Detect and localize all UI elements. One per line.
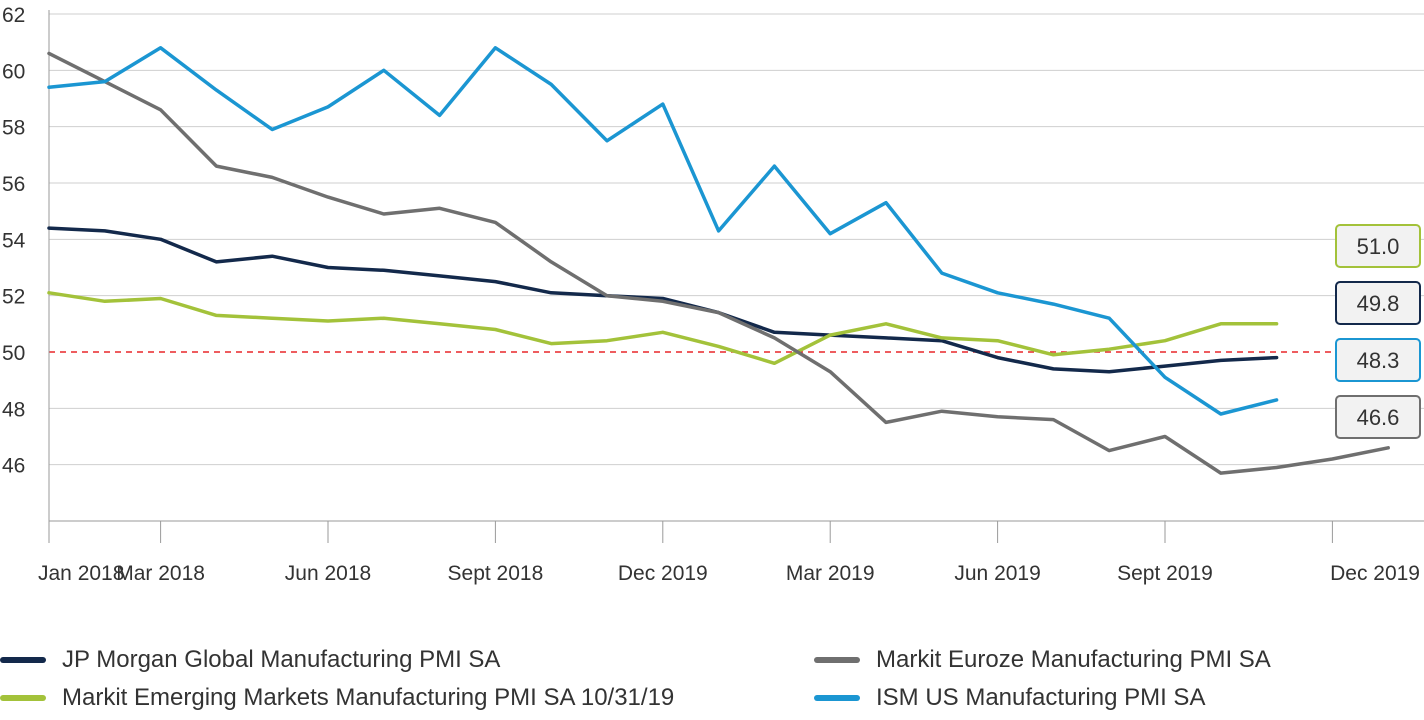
legend-item-ism-us: ISM US Manufacturing PMI SA	[814, 684, 1205, 712]
callout-2: 46.6	[1335, 395, 1421, 439]
x-tick-label: Jun 2018	[285, 562, 371, 585]
legend-swatch-ism-us	[814, 695, 860, 701]
y-tick-labels: 46 48 50 52 54 56 58 60 62	[2, 4, 26, 478]
y-tick-label: 52	[2, 286, 25, 309]
callout-box	[1335, 281, 1421, 325]
legend-swatch-jp-morgan	[0, 657, 46, 663]
legend-item-markit-euroze: Markit Euroze Manufacturing PMI SA	[814, 646, 1271, 674]
callout-3: 48.3	[1335, 338, 1421, 382]
x-tick-label: Mar 2019	[786, 562, 875, 585]
callout-0: 49.8	[1335, 281, 1421, 325]
y-tick-label: 54	[2, 229, 26, 252]
callout-box	[1335, 224, 1421, 268]
callout-1: 51.0	[1335, 224, 1421, 268]
callout-value: 46.6	[1357, 405, 1400, 430]
legend-label-markit-em: Markit Emerging Markets Manufacturing PM…	[62, 684, 675, 711]
x-tick-label: Mar 2018	[116, 562, 205, 585]
series-line-2	[47, 51, 1390, 475]
legend-label-jp-morgan: JP Morgan Global Manufacturing PMI SA	[62, 646, 501, 673]
legend-swatch-markit-euroze	[814, 657, 860, 663]
y-tick-label: 56	[2, 173, 25, 196]
legend-swatch-markit-em	[0, 695, 46, 701]
callout-value: 51.0	[1357, 234, 1400, 259]
series-line-3	[47, 46, 1279, 416]
callout-box	[1335, 338, 1421, 382]
x-tick-label: Sept 2018	[448, 562, 544, 585]
legend-label-markit-euroze: Markit Euroze Manufacturing PMI SA	[876, 646, 1271, 673]
y-tick-label: 62	[2, 4, 25, 27]
axes	[48, 10, 1424, 543]
y-tick-label: 48	[2, 398, 25, 421]
gridlines	[49, 13, 1424, 466]
callout-box	[1335, 395, 1421, 439]
x-tick-label: Sept 2019	[1117, 562, 1213, 585]
legend-item-markit-em: Markit Emerging Markets Manufacturing PM…	[0, 684, 674, 712]
x-tick-label: Jun 2019	[954, 562, 1040, 585]
y-tick-label: 46	[2, 455, 25, 478]
series-line-1	[47, 291, 1279, 366]
x-tick-label: Dec 2019	[618, 562, 708, 585]
y-tick-label: 58	[2, 117, 25, 140]
series-line-0	[47, 226, 1279, 374]
end-value-callouts: 51.0 49.8 48.3 46.6	[1335, 224, 1421, 439]
legend-label-ism-us: ISM US Manufacturing PMI SA	[876, 684, 1206, 711]
y-tick-label: 60	[2, 60, 25, 83]
x-tick-label: Jan 2018	[38, 562, 124, 585]
series-lines	[47, 46, 1390, 475]
legend-item-jp-morgan: JP Morgan Global Manufacturing PMI SA	[0, 646, 500, 674]
callout-value: 49.8	[1357, 291, 1400, 316]
y-tick-label: 50	[2, 342, 25, 365]
x-tick-label: Dec 2019	[1330, 562, 1420, 585]
callout-value: 48.3	[1357, 348, 1400, 373]
